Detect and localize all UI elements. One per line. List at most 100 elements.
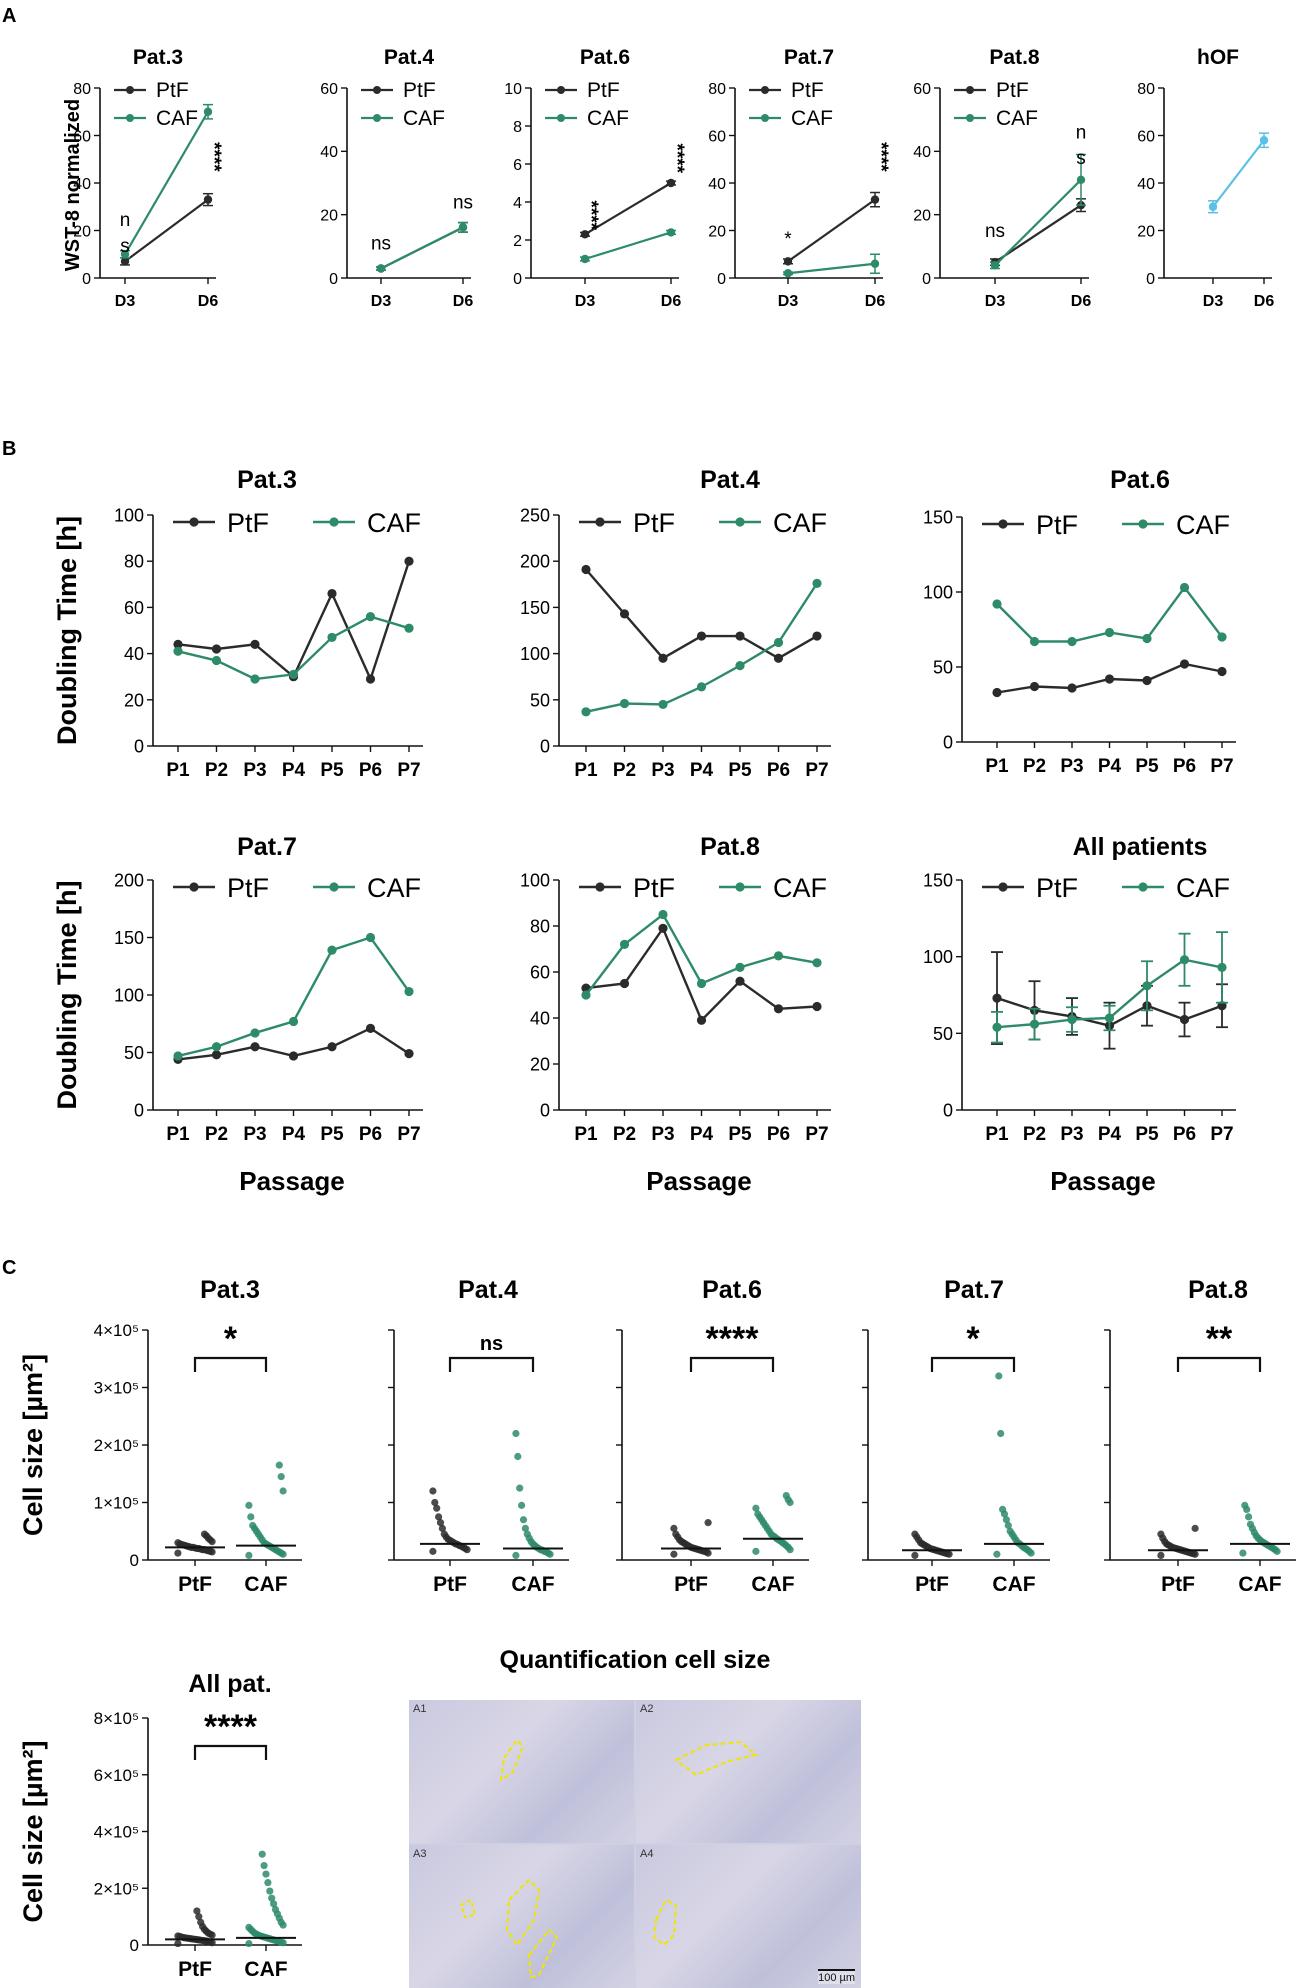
data-point-caf-a3 — [666, 228, 676, 237]
data-point-ptf-a3 — [666, 178, 676, 188]
x-tick-label-b4: P6 — [359, 1124, 382, 1145]
y-tick-label-a2: 40 — [320, 144, 338, 161]
legend-marker-b4 — [329, 882, 339, 892]
chart-title-b3: Pat.6 — [1110, 466, 1170, 494]
significance-label-c1: * — [224, 1320, 238, 1358]
x-tick-label-b5: P5 — [728, 1124, 752, 1145]
chart-title-b1: Pat.3 — [237, 466, 297, 494]
data-point-ptf-b4 — [365, 1023, 376, 1033]
y-tick-label-b1: 20 — [124, 690, 144, 710]
y-tick-label-b3: 0 — [943, 732, 953, 752]
legend-marker-a2 — [373, 86, 381, 94]
data-point-ptf-b5 — [658, 923, 668, 933]
data-point-caf-c5 — [1239, 1549, 1247, 1557]
data-point-caf-a5 — [990, 261, 1000, 270]
x-tick-label-c6: PtF — [178, 1958, 212, 1981]
y-tick-label-c1: 3×10⁵ — [94, 1379, 139, 1398]
x-tick-label-c6: CAF — [244, 1958, 287, 1981]
legend-marker-a2 — [373, 114, 381, 122]
data-point-ptf-b3 — [1179, 659, 1190, 669]
y-tick-label-c6: 6×10⁵ — [94, 1766, 139, 1785]
data-point-ptf-b3 — [1142, 675, 1152, 686]
micrograph-label-a2: A2 — [640, 1703, 654, 1715]
y-tick-label-b6: 150 — [923, 870, 953, 890]
data-point-caf-b5 — [658, 909, 668, 920]
y-tick-label-b6: 50 — [933, 1024, 953, 1044]
data-point-caf-a2 — [458, 223, 468, 232]
x-tick-label-b4: P7 — [397, 1124, 420, 1145]
data-point-ptf-c5 — [1157, 1530, 1165, 1538]
data-point-caf-b4 — [173, 1051, 183, 1061]
legend-label-a5: PtF — [996, 79, 1029, 102]
legend-marker-b5 — [735, 882, 745, 892]
data-point-caf-b3 — [992, 599, 1002, 609]
legend-marker-b3 — [998, 519, 1008, 529]
significance-label-a5: s — [1076, 148, 1086, 169]
data-point-caf-c1 — [279, 1487, 287, 1495]
data-point-caf-b5 — [773, 951, 784, 961]
data-point-ptf-c2 — [440, 1530, 448, 1538]
y-tick-label-b2: 50 — [530, 690, 550, 710]
data-point-caf-b2 — [581, 707, 591, 717]
series-line-caf-b4 — [177, 936, 410, 1058]
data-point-caf-b2 — [773, 637, 784, 648]
y-tick-label-a3: 4 — [513, 195, 522, 212]
data-point-ptf-b4 — [327, 1042, 337, 1052]
y-tick-label-a6: 60 — [1137, 128, 1155, 145]
y-tick-label-b4: 200 — [114, 870, 144, 890]
data-point-hof-a6 — [1259, 136, 1269, 145]
chart-title-a1: Pat.3 — [133, 46, 183, 69]
y-tick-label-b1: 80 — [124, 552, 144, 572]
legend-marker-b2 — [595, 517, 605, 527]
legend-marker-b3 — [1138, 519, 1148, 529]
legend-label-b1: CAF — [367, 508, 421, 538]
x-axis-title-b6: Passage — [1050, 1166, 1156, 1196]
significance-label-a5: ns — [985, 221, 1005, 242]
data-point-caf-c4 — [997, 1429, 1005, 1438]
y-tick-label-c6: 2×10⁵ — [94, 1879, 139, 1898]
y-tick-label-a6: 40 — [1137, 176, 1155, 193]
cell-micrograph: A1 A2 A3 A4 100 µm — [409, 1700, 861, 1988]
significance-bracket-c2 — [448, 1356, 535, 1372]
x-tick-label-b2: P3 — [651, 760, 674, 781]
x-tick-label-c3: CAF — [751, 1573, 794, 1596]
data-point-caf-c1 — [249, 1521, 257, 1530]
x-tick-label-a6: D3 — [1203, 293, 1224, 310]
legend-marker-a1 — [126, 114, 134, 122]
y-tick-label-b5: 100 — [520, 870, 550, 890]
data-point-ptf-c6 — [174, 1932, 182, 1940]
x-tick-label-b1: P3 — [243, 760, 266, 781]
cell-outline-a4 — [652, 1898, 678, 1947]
legend-label-a4: CAF — [791, 107, 833, 130]
series-line-caf-a4 — [787, 262, 876, 275]
data-point-caf-b5 — [619, 939, 630, 950]
data-point-caf-b5 — [581, 990, 591, 1000]
x-tick-label-b4: P2 — [205, 1124, 228, 1145]
data-point-caf-c2 — [523, 1530, 531, 1538]
x-tick-label-b4: P3 — [243, 1124, 266, 1145]
data-point-caf-b4 — [365, 932, 376, 943]
significance-label-a4: * — [784, 229, 792, 250]
series-line-ptf-a4 — [787, 198, 876, 263]
data-point-caf-b3 — [1067, 636, 1077, 647]
chart-title-a4: Pat.7 — [784, 46, 834, 69]
significance-label-c3: **** — [706, 1320, 760, 1358]
y-tick-label-c1: 0 — [130, 1551, 139, 1570]
legend-label-a4: PtF — [791, 79, 824, 102]
data-point-caf-b1 — [288, 669, 299, 679]
y-tick-label-a4: 60 — [708, 128, 726, 145]
data-point-ptf-b2 — [812, 631, 822, 641]
data-point-caf-b1 — [365, 612, 376, 622]
chart-title-b6: All patients — [1073, 833, 1208, 861]
data-point-caf-b1 — [173, 646, 183, 656]
data-point-caf-b5 — [735, 962, 745, 973]
y-tick-label-b2: 250 — [520, 505, 550, 525]
legend-marker-a4 — [761, 114, 769, 122]
data-point-ptf-c3 — [672, 1530, 680, 1538]
data-point-ptf-b3 — [1104, 674, 1115, 684]
legend-label-b3: CAF — [1176, 510, 1230, 540]
x-tick-label-b6: P4 — [1098, 1124, 1122, 1145]
significance-bracket-c6 — [193, 1744, 268, 1760]
chart-title-b5: Pat.8 — [700, 833, 760, 861]
legend-label-a1: CAF — [156, 107, 198, 130]
